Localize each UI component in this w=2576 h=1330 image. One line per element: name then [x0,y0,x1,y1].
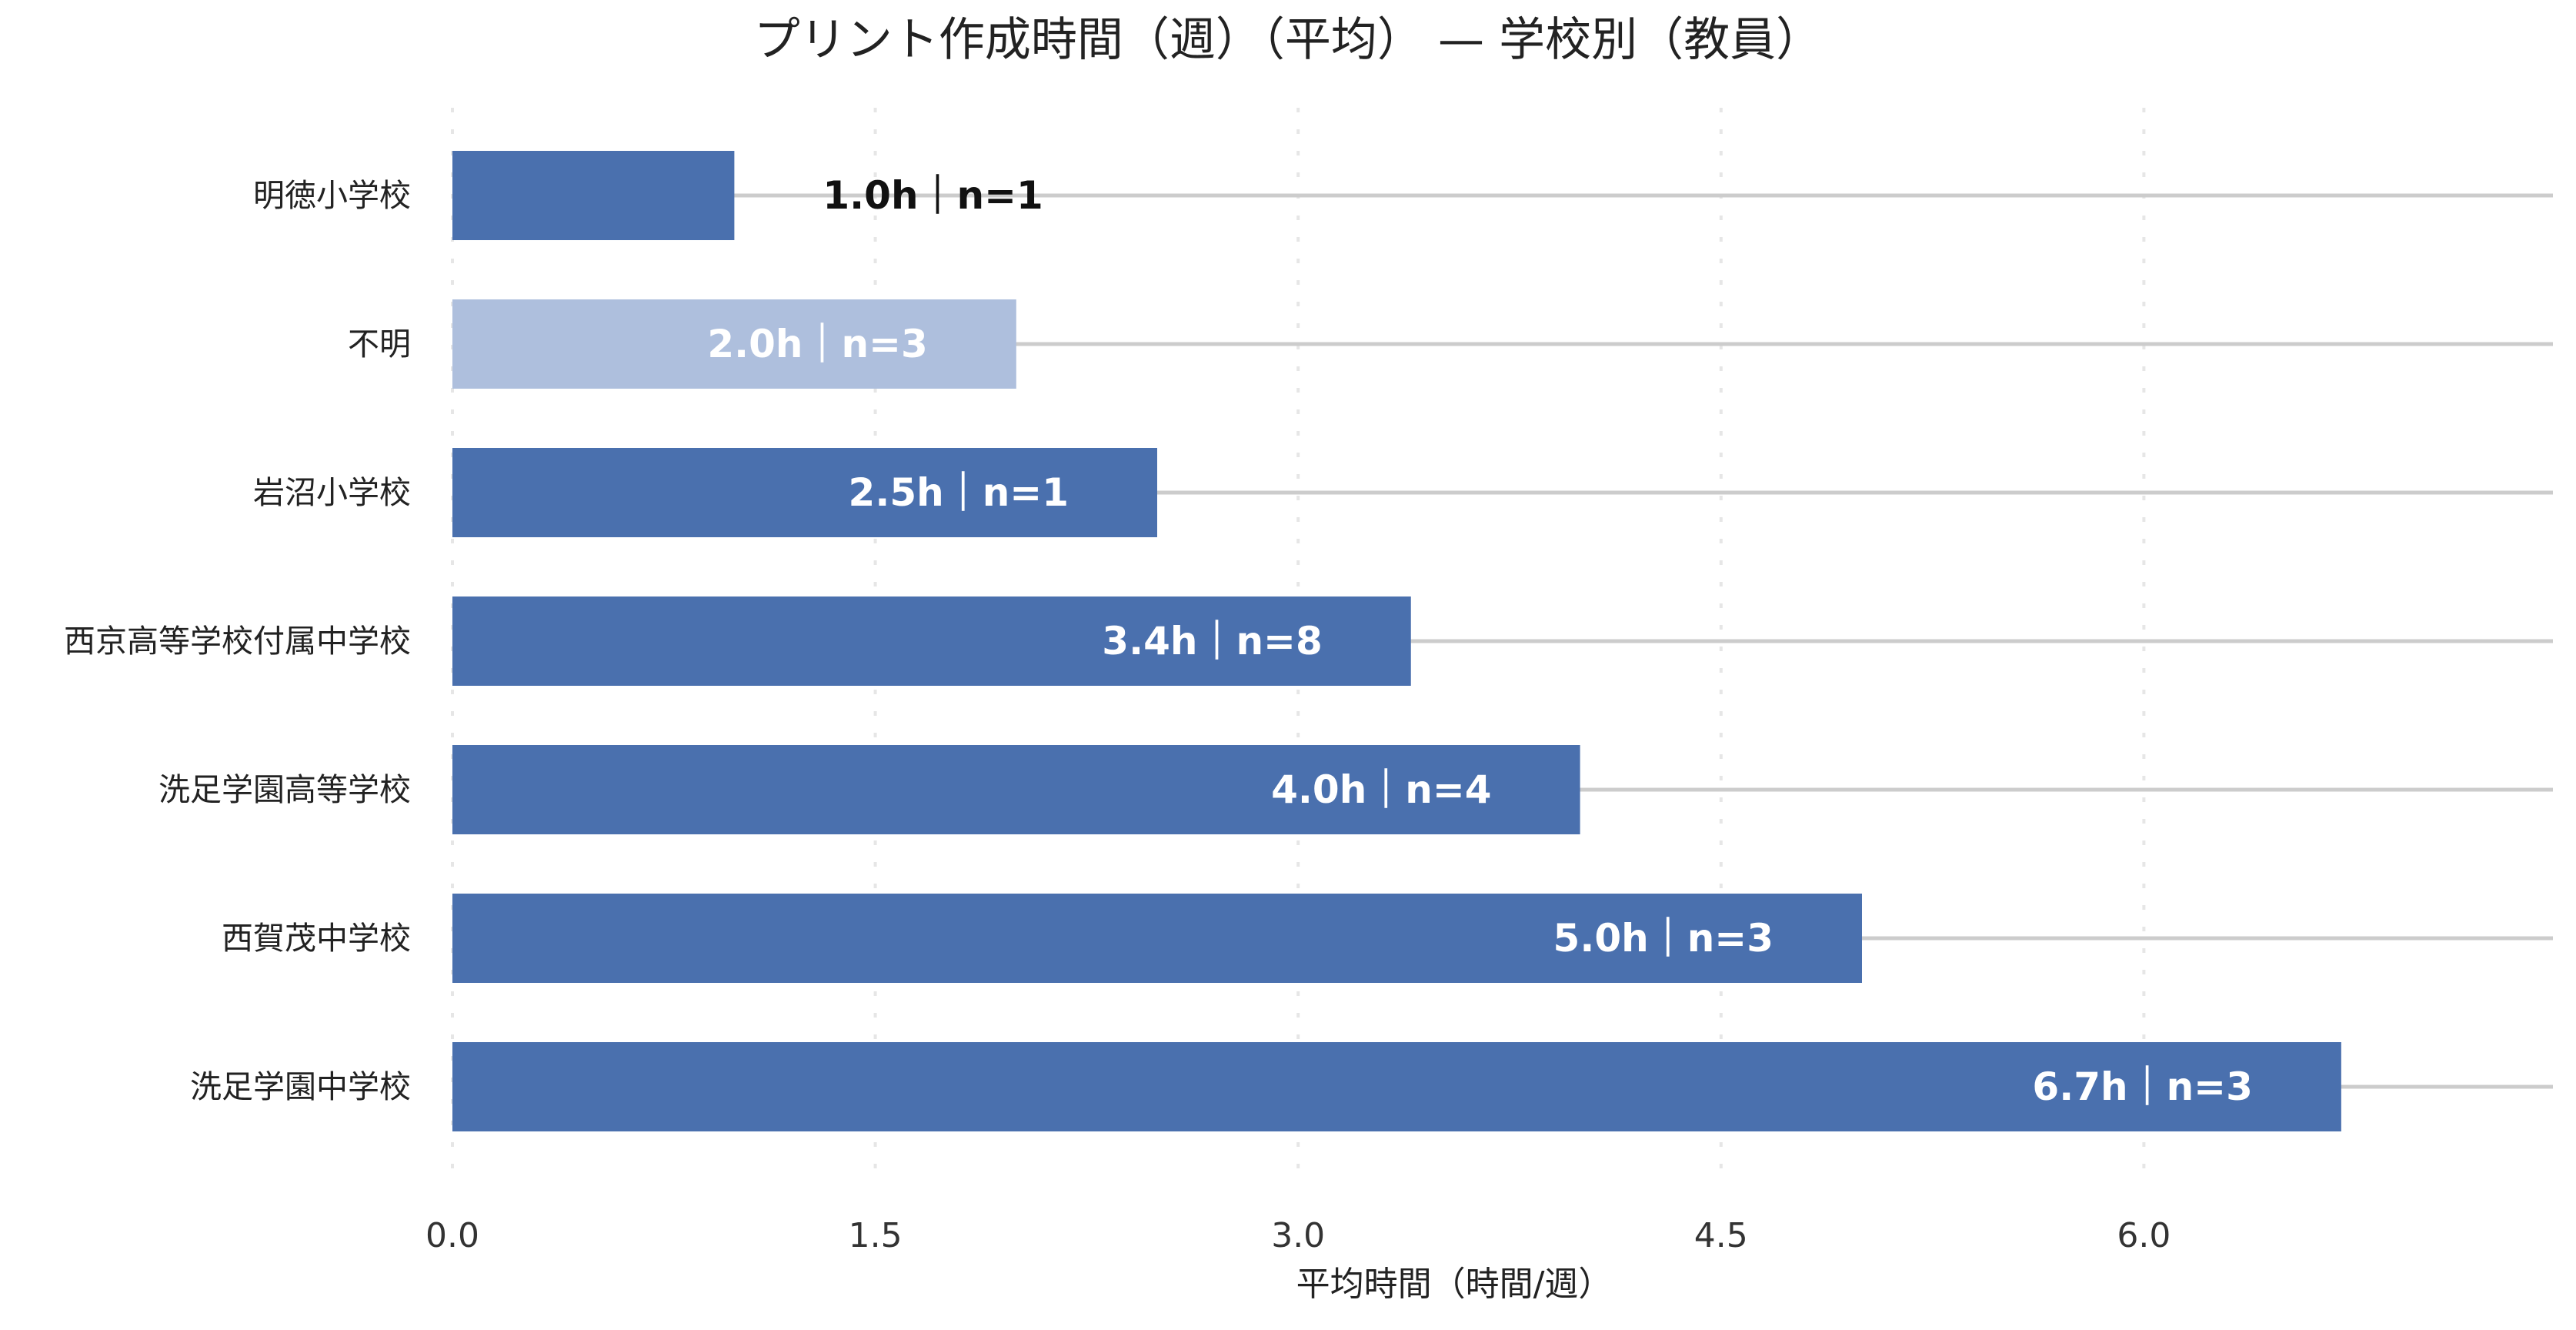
bar [452,299,1016,389]
category-labels: 明徳小学校不明岩沼小学校西京高等学校付属中学校洗足学園高等学校西賀茂中学校洗足学… [64,177,411,1105]
category-label: 岩沼小学校 [253,474,411,511]
data-label: 2.0h｜n=3 [707,322,927,366]
category-label: 洗足学園高等学校 [158,771,411,808]
x-tick-label: 1.5 [849,1216,903,1255]
x-tick-label: 0.0 [425,1216,479,1255]
category-label: 洗足学園中学校 [190,1068,411,1105]
data-label: 6.7h｜n=3 [2032,1064,2252,1109]
x-axis-title: 平均時間（時間/週） [1296,1265,1613,1304]
category-label: 西京高等学校付属中学校 [64,623,411,660]
data-label: 5.0h｜n=3 [1553,916,1774,961]
data-label: 2.5h｜n=1 [849,470,1069,515]
bars [452,151,2341,1131]
data-label: 3.4h｜n=8 [1102,619,1322,663]
data-label: 4.0h｜n=4 [1271,767,1491,812]
data-label: 1.0h｜n=1 [823,173,1043,218]
bar [452,894,1862,983]
x-tick-labels: 0.0 1.5 3.0 4.5 6.0 [425,1216,2171,1255]
category-label: 不明 [348,326,411,363]
category-label: 明徳小学校 [253,177,411,214]
bar [452,1042,2341,1131]
data-labels: 1.0h｜n=1 2.0h｜n=3 2.5h｜n=1 3.4h｜n=8 4.0h｜n=4… [707,173,2253,1109]
x-tick-label: 6.0 [2117,1216,2171,1255]
bar [452,596,1411,686]
x-tick-label: 3.0 [1271,1216,1325,1255]
bar [452,745,1580,834]
bar [452,151,735,240]
x-tick-label: 4.5 [1694,1216,1748,1255]
bar [452,448,1157,537]
chart-title: プリント作成時間（週）（平均） — 学校別（教員） [754,13,1822,67]
category-label: 西賀茂中学校 [222,920,411,957]
